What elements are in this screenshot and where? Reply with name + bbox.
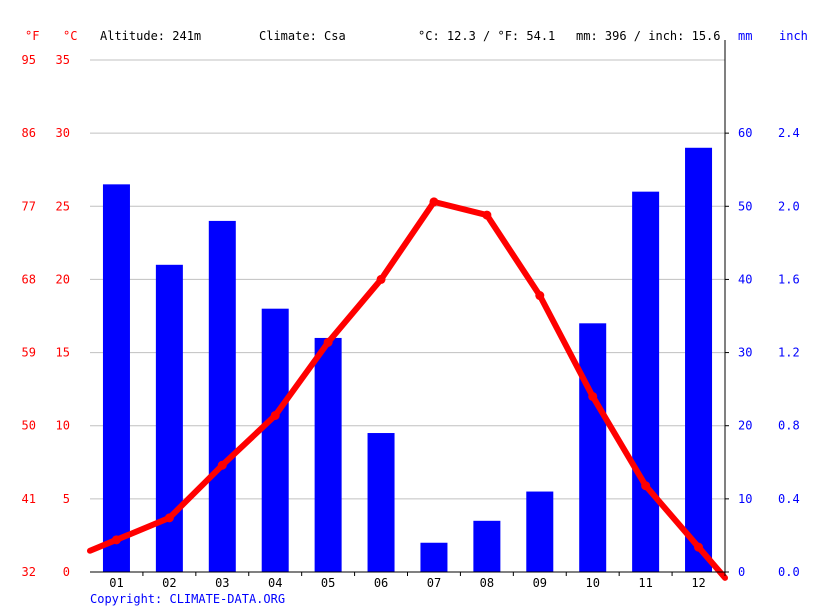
month-label: 12 — [691, 576, 705, 590]
month-label: 06 — [374, 576, 388, 590]
unit-mm-label: mm — [738, 29, 752, 43]
month-label: 02 — [162, 576, 176, 590]
inch-tick-label: 2.0 — [778, 199, 800, 213]
precipitation-bar — [685, 147, 713, 572]
mm-tick-label: 60 — [738, 126, 752, 140]
celsius-tick-label: 15 — [56, 346, 70, 360]
unit-fahrenheit-label: °F — [25, 29, 39, 43]
celsius-tick-label: 20 — [56, 272, 70, 286]
inch-tick-label: 2.4 — [778, 126, 800, 140]
precipitation-bar — [579, 323, 607, 572]
unit-inch-label: inch — [779, 29, 808, 43]
mm-tick-label: 50 — [738, 199, 752, 213]
temperature-point — [588, 391, 598, 401]
celsius-tick-label: 10 — [56, 419, 70, 433]
precipitation-bar — [367, 433, 395, 572]
temperature-point — [429, 197, 439, 207]
precipitation-bar — [314, 337, 342, 572]
inch-tick-label: 1.6 — [778, 272, 800, 286]
fahrenheit-tick-label: 68 — [22, 272, 36, 286]
temperature-point — [694, 542, 704, 552]
mm-tick-label: 40 — [738, 272, 752, 286]
fahrenheit-tick-label: 77 — [22, 199, 36, 213]
unit-celsius-label: °C — [63, 29, 77, 43]
inch-tick-label: 0.8 — [778, 419, 800, 433]
temperature-point — [217, 460, 227, 470]
month-label: 03 — [215, 576, 229, 590]
temperature-point — [323, 337, 333, 347]
precipitation-bar — [208, 220, 236, 572]
fahrenheit-tick-label: 86 — [22, 126, 36, 140]
temperature-point — [535, 291, 545, 301]
month-label: 08 — [480, 576, 494, 590]
temperature-point — [164, 513, 174, 523]
inch-tick-label: 1.2 — [778, 346, 800, 360]
fahrenheit-tick-label: 41 — [22, 492, 36, 506]
month-label: 07 — [427, 576, 441, 590]
fahrenheit-tick-label: 50 — [22, 419, 36, 433]
mm-tick-label: 10 — [738, 492, 752, 506]
fahrenheit-tick-label: 32 — [22, 565, 36, 579]
precipitation-bar — [473, 520, 501, 572]
altitude-label: Altitude: 241m — [100, 29, 201, 43]
temperature-line — [87, 197, 728, 581]
inch-tick-label: 0.4 — [778, 492, 800, 506]
precipitation-bar — [261, 308, 289, 572]
fahrenheit-tick-label: 59 — [22, 346, 36, 360]
precipitation-bar — [102, 184, 130, 573]
month-label: 05 — [321, 576, 335, 590]
month-label: 04 — [268, 576, 282, 590]
temperature-point — [376, 274, 386, 284]
celsius-tick-label: 35 — [56, 53, 70, 67]
celsius-tick-label: 25 — [56, 199, 70, 213]
temperature-point — [111, 535, 121, 545]
celsius-tick-label: 0 — [63, 565, 70, 579]
month-label: 09 — [533, 576, 547, 590]
precipitation-bar — [155, 264, 183, 572]
grid-lines — [90, 59, 725, 500]
copyright-link[interactable]: Copyright: CLIMATE-DATA.ORG — [90, 592, 286, 606]
mm-tick-label: 20 — [738, 419, 752, 433]
celsius-tick-label: 5 — [63, 492, 70, 506]
month-label: 01 — [109, 576, 123, 590]
climate-label: Climate: Csa — [259, 29, 346, 43]
month-label: 11 — [638, 576, 652, 590]
celsius-tick-label: 30 — [56, 126, 70, 140]
precipitation-total-label: mm: 396 / inch: 15.6 — [576, 29, 721, 43]
fahrenheit-tick-label: 95 — [22, 53, 36, 67]
precipitation-bar — [526, 491, 554, 572]
axes: 0 32 5 41 10 50 15 59 20 68 25 77 30 86 35 95 0 0.0 10 0.4 2… — [22, 40, 800, 590]
precipitation-bars — [102, 147, 713, 573]
month-label: 10 — [585, 576, 599, 590]
temperature-point — [641, 481, 651, 491]
precipitation-bar — [420, 542, 448, 572]
precipitation-bar — [632, 191, 660, 572]
inch-tick-label: 0.0 — [778, 565, 800, 579]
mm-tick-label: 0 — [738, 565, 745, 579]
temperature-average-label: °C: 12.3 / °F: 54.1 — [418, 29, 555, 43]
mm-tick-label: 30 — [738, 346, 752, 360]
temperature-point — [270, 410, 280, 420]
temperature-point — [482, 210, 492, 220]
temperature-polyline — [87, 198, 728, 581]
